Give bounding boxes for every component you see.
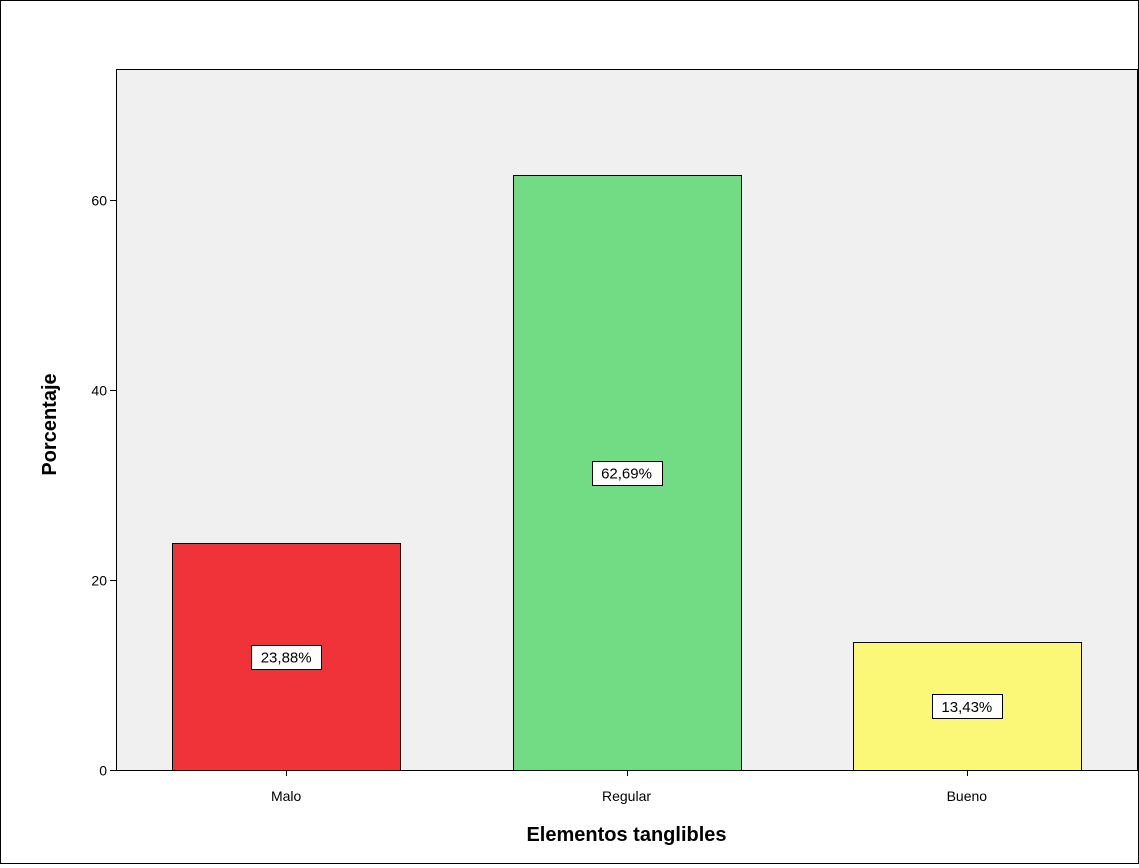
data-label-text: 62,69% <box>601 465 652 482</box>
x-tick-label-malo: Malo <box>271 788 302 804</box>
data-label-bueno: 13,43% <box>932 694 1003 719</box>
data-labels-layer: 23,88% 62,69% 13,43% <box>251 461 1003 719</box>
x-axis: Malo Regular Bueno <box>271 770 987 804</box>
data-label-box <box>592 461 663 486</box>
data-label-text: 13,43% <box>941 699 992 716</box>
data-label-box <box>251 645 322 670</box>
y-tick-label: 40 <box>91 383 107 399</box>
y-tick-label: 20 <box>91 573 107 589</box>
y-tick-label: 60 <box>91 193 107 209</box>
y-axis-title: Porcentaje <box>39 373 61 475</box>
x-axis-title: Elementos tanglibles <box>526 824 726 846</box>
x-tick-label-regular: Regular <box>602 788 651 804</box>
data-label-regular: 62,69% <box>592 461 663 486</box>
y-axis: 0 20 40 60 <box>91 193 116 779</box>
data-label-malo: 23,88% <box>251 645 322 670</box>
data-label-text: 23,88% <box>261 649 312 666</box>
data-label-box <box>932 694 1003 719</box>
x-tick-label-bueno: Bueno <box>947 788 988 804</box>
y-tick-label: 0 <box>99 763 107 779</box>
